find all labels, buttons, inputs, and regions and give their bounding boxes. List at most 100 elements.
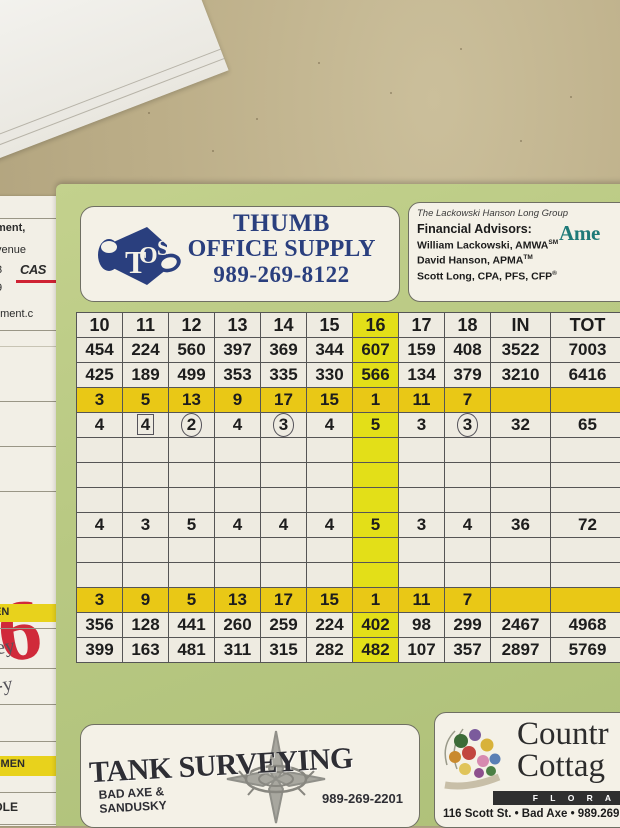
empty-score-cell [261, 488, 307, 513]
player-score-cell: 65 [551, 413, 620, 438]
row-player-empty [77, 488, 620, 513]
empty-score-cell [215, 438, 261, 463]
empty-score-cell [551, 488, 620, 513]
empty-score-cell [261, 463, 307, 488]
empty-score-cell [353, 563, 399, 588]
yardage-cell: 224 [123, 338, 169, 363]
score-circle-mark: 3 [273, 413, 294, 437]
hole-header-cell: 11 [123, 313, 169, 338]
empty-score-cell [551, 563, 620, 588]
par-cell: 4 [445, 513, 491, 538]
yardage-cell: 7003 [551, 338, 620, 363]
empty-score-cell [261, 438, 307, 463]
handicap-cell: 1 [353, 388, 399, 413]
handicap-cell: 11 [399, 588, 445, 613]
bg-fragment-5: oment.c [0, 308, 33, 320]
par-cell: 36 [491, 513, 551, 538]
yardage-cell: 6416 [551, 363, 620, 388]
sponsor-financial-advisors[interactable]: The Lackowski Hanson Long Group Financia… [408, 202, 620, 302]
yardage-cell: 159 [399, 338, 445, 363]
empty-score-cell [215, 538, 261, 563]
empty-score-cell [261, 538, 307, 563]
yardage-cell: 3210 [491, 363, 551, 388]
empty-score-cell [491, 463, 551, 488]
par-cell: 72 [551, 513, 620, 538]
player-score-cell: 3 [261, 413, 307, 438]
empty-score-cell [307, 463, 353, 488]
handicap-cell: 7 [445, 588, 491, 613]
yardage-cell: 425 [77, 363, 123, 388]
empty-score-cell [169, 488, 215, 513]
handicap-cell: 17 [261, 588, 307, 613]
bg-fragment-cash: CAS [20, 262, 46, 277]
empty-score-cell [445, 438, 491, 463]
bg-fragment-2: 3 [0, 264, 2, 276]
row-player-empty [77, 563, 620, 588]
country-cottage-address: 116 Scott St. • Bad Axe • 989.269.6 [443, 808, 620, 820]
handicap-cell: 7 [445, 388, 491, 413]
yardage-cell: 98 [399, 613, 445, 638]
empty-score-cell [261, 563, 307, 588]
yardage-cell: 259 [261, 613, 307, 638]
sponsor-thumb-office-supply[interactable]: T O S THUMB OFFICE SUPPLY 989-269-8122 [80, 206, 400, 302]
yardage-cell: 566 [353, 363, 399, 388]
handicap-cell: 9 [215, 388, 261, 413]
hole-header-cell: 17 [399, 313, 445, 338]
yardage-cell: 482 [353, 638, 399, 663]
yardage-cell: 128 [123, 613, 169, 638]
yardage-cell: 2467 [491, 613, 551, 638]
yardage-cell: 335 [261, 363, 307, 388]
yardage-cell: 330 [307, 363, 353, 388]
yardage-cell: 2897 [491, 638, 551, 663]
player-score-cell: 4 [307, 413, 353, 438]
thumb-name-line2: OFFICE SUPPLY [174, 237, 389, 262]
handicap-cell [551, 388, 620, 413]
yardage-cell: 397 [215, 338, 261, 363]
empty-score-cell [123, 538, 169, 563]
yardage-cell: 4968 [551, 613, 620, 638]
hole-header-cell: 18 [445, 313, 491, 338]
sponsor-country-cottage[interactable]: Countr Cottag F L O R A L 116 Scott St. … [434, 712, 620, 828]
par-cell: 5 [353, 513, 399, 538]
bg-fragment-middle: DLE [0, 800, 18, 814]
yardage-cell: 311 [215, 638, 261, 663]
thumb-phone: 989-269-8122 [174, 262, 389, 287]
empty-score-cell [307, 563, 353, 588]
empty-score-cell [399, 463, 445, 488]
empty-score-cell [77, 538, 123, 563]
handicap-cell [491, 388, 551, 413]
yardage-cell: 315 [261, 638, 307, 663]
handicap-cell: 3 [77, 588, 123, 613]
player-score-cell: 32 [491, 413, 551, 438]
hole-header-cell: 13 [215, 313, 261, 338]
yardage-cell: 3522 [491, 338, 551, 363]
empty-score-cell [551, 438, 620, 463]
yardage-cell: 481 [169, 638, 215, 663]
empty-score-cell [169, 463, 215, 488]
player-score-cell: 3 [445, 413, 491, 438]
yardage-cell: 163 [123, 638, 169, 663]
empty-score-cell [169, 538, 215, 563]
sponsor-tank-surveying[interactable]: TANK SURVEYING BAD AXE & SANDUSKY 989-26… [80, 724, 420, 828]
svg-text:S: S [157, 235, 169, 260]
empty-score-cell [169, 563, 215, 588]
handicap-cell: 15 [307, 388, 353, 413]
advisor-label: Financial Advisors: [417, 222, 532, 236]
tank-phone: 989-269-2201 [322, 791, 403, 806]
player-score-cell: 2 [169, 413, 215, 438]
par-cell: 4 [77, 513, 123, 538]
handicap-cell: 5 [169, 588, 215, 613]
bg-fragment-women: OMEN [0, 758, 25, 770]
par-cell: 4 [261, 513, 307, 538]
empty-score-cell [399, 438, 445, 463]
yardage-cell: 224 [307, 613, 353, 638]
empty-score-cell [169, 438, 215, 463]
score-circle-mark: 2 [181, 413, 202, 437]
